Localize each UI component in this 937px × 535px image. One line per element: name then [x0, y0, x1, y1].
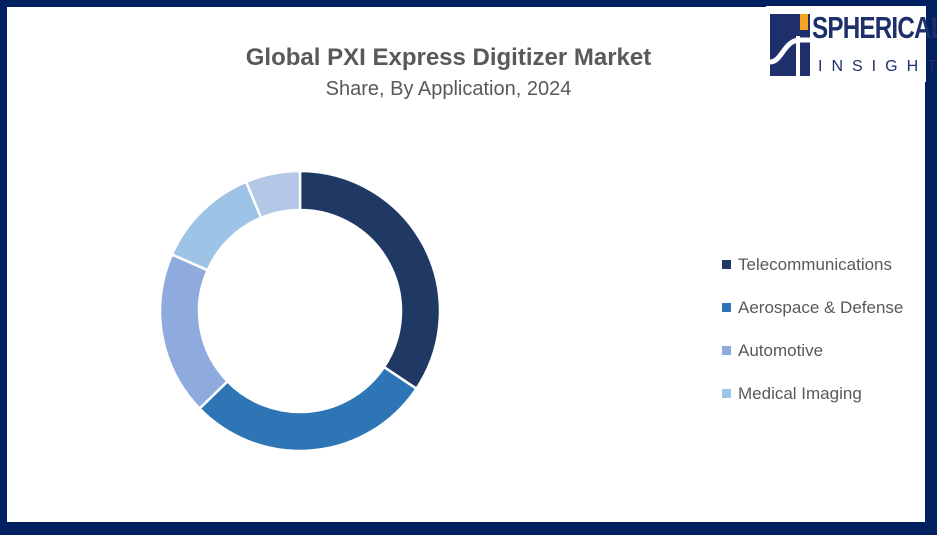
legend-swatch: [722, 260, 731, 269]
legend-label: Aerospace & Defense: [738, 297, 904, 317]
legend-item: Telecommunications: [722, 243, 903, 286]
legend-item: Medical Imaging: [722, 372, 903, 415]
legend-item: Automotive: [722, 329, 903, 372]
legend-label: Automotive: [738, 340, 824, 360]
donut-slice-aerospace-defense: [197, 365, 419, 453]
legend-item: Aerospace & Defense: [722, 286, 903, 329]
spherical-insights-logo: SPHERICAL INSIGHTS: [766, 6, 937, 82]
donut-slice-automotive: [158, 252, 230, 411]
donut-slice-medical-imaging: [170, 180, 263, 272]
logo-subtext: INSIGHTS: [818, 58, 937, 75]
chart-frame: [7, 7, 925, 522]
legend-swatch: [722, 303, 731, 312]
logo-text: SPHERICAL: [812, 10, 937, 45]
legend-label: Telecommunications: [738, 254, 893, 274]
chart-title: Global PXI Express Digitizer Market: [245, 44, 652, 71]
donut-slice-unlabeled: [244, 169, 302, 220]
donut-slice-telecommunications: [298, 169, 442, 391]
legend-swatch: [722, 389, 731, 398]
legend-swatch: [722, 346, 731, 355]
chart-subtitle: Share, By Application, 2024: [325, 78, 572, 100]
legend: Telecommunications Aerospace & Defense Aut…: [722, 243, 903, 415]
legend-label: Medical Imaging: [738, 383, 862, 403]
logo-mark-icon: [770, 14, 810, 76]
